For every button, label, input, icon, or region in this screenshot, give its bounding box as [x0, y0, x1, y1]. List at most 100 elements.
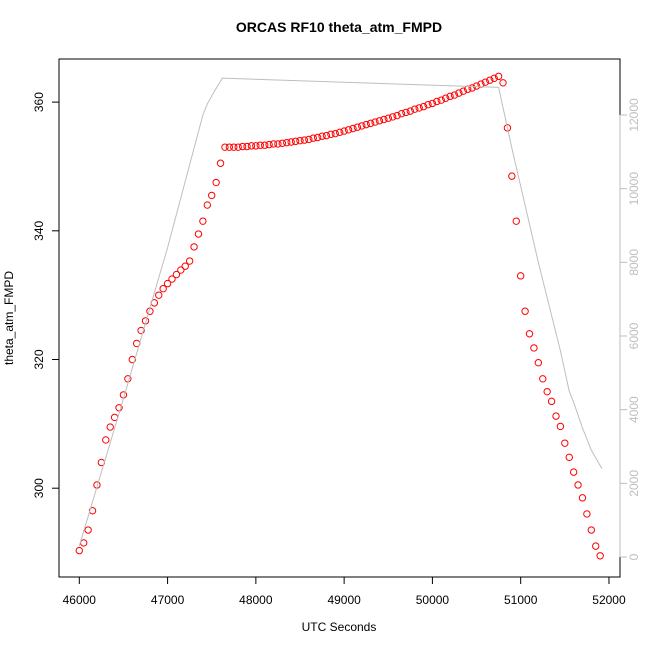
- data-point: [199, 217, 207, 225]
- data-point: [247, 142, 256, 150]
- data-point: [437, 96, 445, 104]
- data-point: [380, 115, 388, 124]
- data-point: [159, 285, 167, 293]
- data-point: [388, 113, 397, 121]
- data-point: [296, 137, 304, 145]
- data-point: [583, 510, 591, 518]
- data-point: [274, 140, 282, 148]
- data-point: [349, 124, 357, 133]
- y-tick-label: 340: [32, 220, 46, 240]
- data-point: [375, 117, 384, 125]
- data-point: [525, 330, 534, 338]
- x-tick-label: 52000: [592, 593, 626, 607]
- data-point: [318, 132, 326, 140]
- data-point: [155, 291, 163, 299]
- data-point: [300, 136, 309, 144]
- data-point: [402, 108, 410, 117]
- data-point: [344, 126, 353, 134]
- data-point: [234, 143, 242, 151]
- y2-tick-label: 6000: [627, 322, 641, 349]
- data-point: [75, 546, 84, 555]
- y2-tick-label: 12000: [627, 98, 641, 132]
- data-point: [446, 92, 454, 101]
- data-point: [578, 494, 587, 502]
- data-point: [252, 142, 260, 150]
- chart-title: ORCAS RF10 theta_atm_FMPD: [236, 19, 442, 35]
- data-point: [221, 143, 229, 151]
- data-point: [521, 307, 529, 315]
- data-point: [115, 404, 123, 412]
- data-point: [340, 127, 348, 135]
- y2-tick-label: 2000: [627, 470, 641, 497]
- data-point: [208, 191, 216, 200]
- data-point: [459, 87, 468, 95]
- data-point: [393, 111, 401, 120]
- data-point: [190, 243, 198, 251]
- data-point: [278, 139, 287, 147]
- data-point: [592, 542, 600, 550]
- data-point: [415, 104, 423, 112]
- data-point: [552, 412, 560, 420]
- data-point: [327, 130, 335, 138]
- data-point: [309, 134, 317, 142]
- data-point: [587, 526, 596, 534]
- y-axis-label: theta_atm_FMPD: [2, 271, 16, 365]
- data-point: [106, 423, 114, 431]
- data-point: [499, 79, 507, 87]
- data-point: [287, 138, 295, 146]
- data-point: [419, 102, 428, 111]
- data-point: [481, 78, 490, 86]
- data-point: [565, 453, 573, 462]
- y-tick-label: 360: [32, 92, 46, 112]
- data-point: [366, 119, 375, 128]
- data-point: [543, 387, 551, 396]
- data-point: [168, 275, 176, 283]
- data-point: [128, 355, 136, 364]
- data-point: [194, 230, 203, 238]
- y-tick-label: 320: [32, 349, 46, 369]
- data-point: [569, 468, 578, 476]
- plot-box: [58, 58, 621, 578]
- data-point: [322, 131, 331, 140]
- data-point: [177, 266, 185, 274]
- data-point: [411, 105, 419, 113]
- data-point: [490, 74, 498, 83]
- data-point: [477, 80, 485, 88]
- data-point: [534, 359, 543, 367]
- y2-tick-label: 4000: [627, 396, 641, 423]
- data-point: [512, 217, 520, 225]
- data-point: [265, 140, 273, 149]
- data-point: [102, 436, 110, 444]
- y2-tick-label: 10000: [627, 172, 641, 206]
- data-point: [230, 143, 238, 151]
- data-point: [424, 100, 432, 109]
- data-point: [397, 109, 406, 118]
- x-tick-label: 50000: [416, 593, 450, 607]
- data-point: [238, 142, 247, 151]
- data-point: [450, 91, 459, 99]
- data-point: [291, 137, 300, 146]
- data-point: [203, 201, 212, 209]
- data-point: [331, 129, 340, 138]
- x-tick-label: 48000: [239, 593, 273, 607]
- data-point: [172, 270, 181, 279]
- data-point: [371, 118, 379, 126]
- data-point: [243, 142, 251, 151]
- data-point: [269, 140, 278, 148]
- data-point: [433, 97, 441, 106]
- x-axis-label: UTC Seconds: [302, 620, 377, 634]
- data-point: [516, 272, 525, 280]
- data-point: [547, 397, 556, 406]
- data-point: [428, 99, 437, 108]
- data-point: [530, 344, 538, 352]
- data-point: [305, 135, 313, 144]
- data-point: [84, 526, 92, 534]
- data-point: [362, 120, 370, 129]
- x-tick-label: 47000: [151, 593, 185, 607]
- data-point: [216, 159, 225, 167]
- data-point: [508, 172, 516, 180]
- data-point: [212, 178, 220, 187]
- data-point: [494, 72, 503, 81]
- data-point: [260, 141, 269, 149]
- data-point: [468, 84, 476, 92]
